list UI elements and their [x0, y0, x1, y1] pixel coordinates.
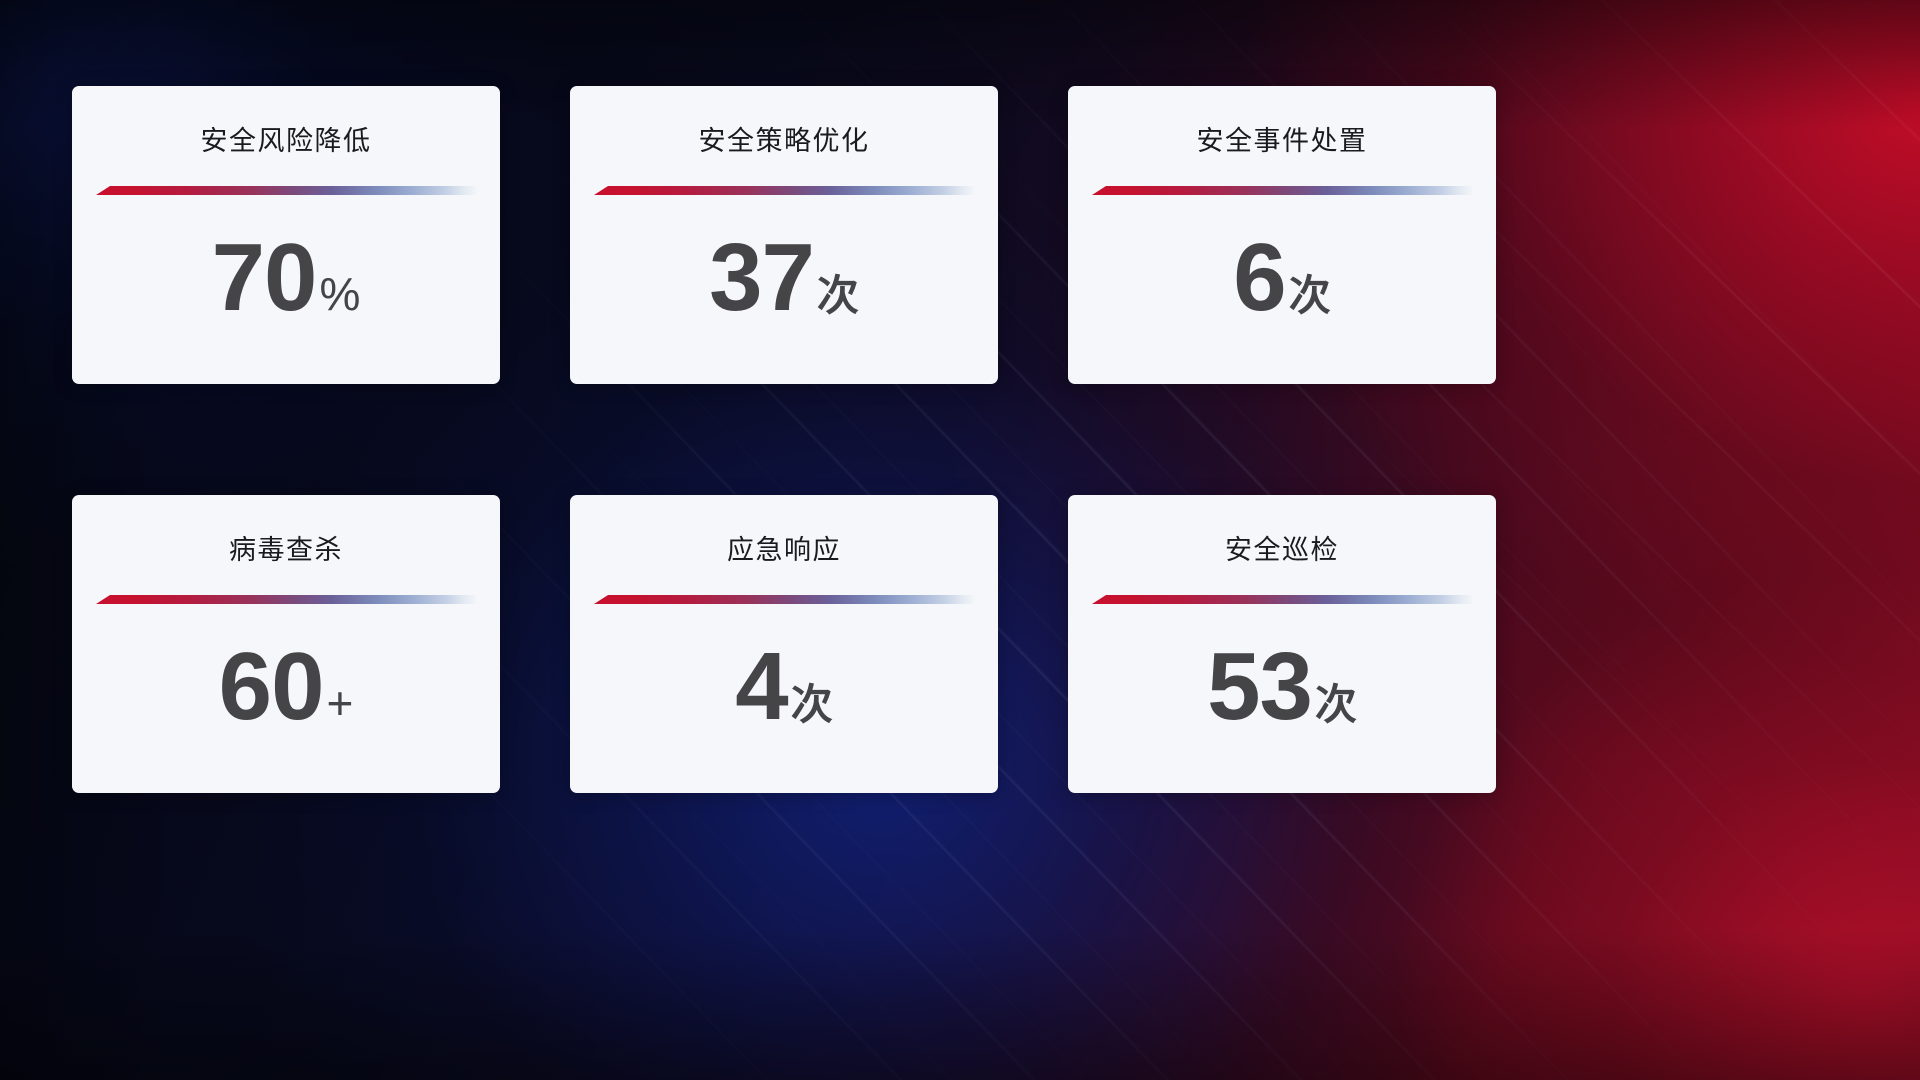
- stat-card-title: 应急响应: [727, 535, 841, 565]
- stat-card-unit: 次: [1288, 272, 1331, 319]
- stat-card[interactable]: 应急响应 4 次: [570, 495, 998, 793]
- stat-card-divider: [594, 186, 974, 195]
- stat-card[interactable]: 安全策略优化 37 次: [570, 86, 998, 384]
- stat-card[interactable]: 病毒查杀 60 +: [72, 495, 500, 793]
- stat-card-number: 4: [735, 633, 788, 740]
- stat-card-number: 60: [218, 633, 325, 740]
- stat-card-unit: 次: [1314, 681, 1357, 728]
- stat-card[interactable]: 安全事件处置 6 次: [1068, 86, 1496, 384]
- stat-card-title: 安全事件处置: [1196, 126, 1368, 156]
- stat-card-divider: [96, 186, 476, 195]
- stat-card-value: 37 次: [709, 230, 859, 326]
- stat-card-grid: 安全风险降低 70 % 安全策略优化 37 次 安全事件处置 6 次 病毒查: [72, 86, 1496, 793]
- stat-card-title: 病毒查杀: [229, 535, 343, 565]
- stat-card-divider: [1092, 595, 1472, 604]
- stat-card-value: 6 次: [1233, 230, 1330, 326]
- stat-card-value: 60 +: [219, 639, 354, 735]
- stat-card-divider: [96, 595, 476, 604]
- stat-card-value: 4 次: [735, 639, 832, 735]
- stat-card-value: 70 %: [212, 230, 361, 326]
- stat-card-divider: [594, 595, 974, 604]
- stat-card-value: 53 次: [1207, 639, 1357, 735]
- stat-card[interactable]: 安全巡检 53 次: [1068, 495, 1496, 793]
- stat-card-title: 安全风险降低: [200, 126, 372, 156]
- stat-card-title: 安全策略优化: [698, 126, 870, 156]
- stat-card-number: 53: [1207, 633, 1313, 740]
- stat-card-unit: +: [326, 677, 354, 729]
- stat-card-number: 37: [709, 224, 815, 331]
- stat-card-number: 70: [211, 224, 318, 331]
- stat-card-number: 6: [1233, 224, 1286, 331]
- stat-card-unit: %: [319, 268, 361, 320]
- stat-card-divider: [1092, 186, 1472, 195]
- stat-card-unit: 次: [790, 681, 833, 728]
- stat-card[interactable]: 安全风险降低 70 %: [72, 86, 500, 384]
- stat-card-unit: 次: [816, 272, 859, 319]
- stat-card-title: 安全巡检: [1225, 535, 1339, 565]
